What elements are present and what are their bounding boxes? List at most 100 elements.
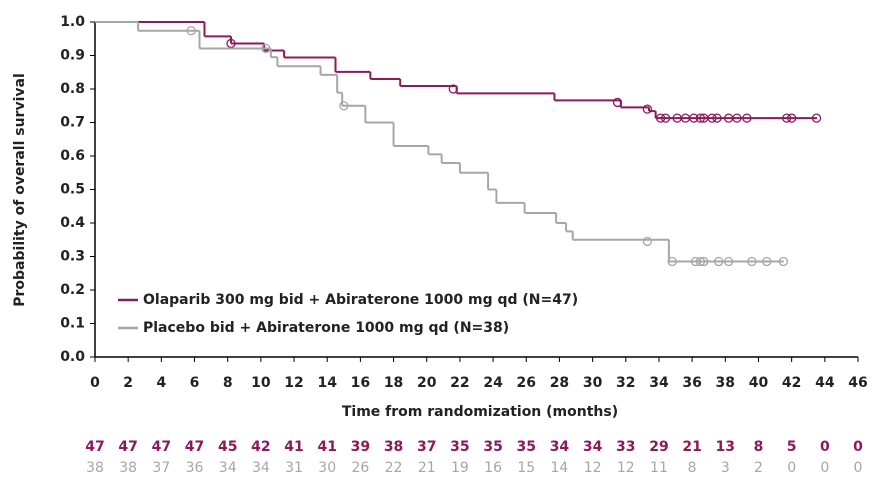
y-tick-label: 0.1 bbox=[60, 316, 85, 332]
censor-mark bbox=[642, 104, 652, 114]
x-tick-label: 8 bbox=[223, 375, 233, 391]
x-tick-label: 2 bbox=[123, 375, 133, 391]
at-risk-count: 13 bbox=[716, 439, 735, 455]
x-tick-label: 18 bbox=[384, 375, 403, 391]
at-risk-count: 15 bbox=[517, 460, 535, 476]
censor-mark bbox=[655, 113, 666, 123]
x-tick-label: 24 bbox=[483, 375, 503, 391]
x-tick-label: 26 bbox=[517, 375, 536, 391]
censor-mark bbox=[723, 256, 734, 267]
at-risk-count: 33 bbox=[616, 439, 635, 455]
at-risk-count: 35 bbox=[450, 439, 469, 455]
at-risk-count: 47 bbox=[185, 439, 204, 455]
at-risk-count: 42 bbox=[251, 439, 270, 455]
censor-mark bbox=[811, 113, 822, 123]
censor-mark bbox=[742, 113, 752, 123]
at-risk-count: 12 bbox=[617, 460, 635, 476]
at-risk-count: 41 bbox=[284, 439, 303, 455]
censor-mark bbox=[699, 256, 709, 267]
censor-mark bbox=[612, 97, 623, 108]
x-tick-label: 14 bbox=[317, 375, 337, 391]
at-risk-count: 34 bbox=[583, 439, 603, 455]
x-tick-label: 44 bbox=[815, 375, 835, 391]
at-risk-count: 29 bbox=[649, 439, 668, 455]
x-tick-label: 20 bbox=[417, 375, 437, 391]
censor-mark bbox=[762, 256, 772, 267]
at-risk-count: 0 bbox=[820, 460, 829, 476]
at-risk-count: 47 bbox=[118, 439, 137, 455]
x-tick-label: 12 bbox=[284, 375, 303, 391]
censor-mark bbox=[707, 113, 717, 123]
at-risk-count: 47 bbox=[152, 439, 171, 455]
at-risk-count: 37 bbox=[417, 439, 436, 455]
x-axis-label: Time from randomization (months) bbox=[342, 404, 618, 420]
censor-mark bbox=[747, 256, 757, 267]
censor-mark bbox=[448, 84, 458, 94]
at-risk-count: 34 bbox=[219, 460, 237, 476]
x-tick-label: 0 bbox=[90, 375, 100, 391]
y-tick-label: 0.2 bbox=[60, 282, 85, 298]
censor-mark bbox=[186, 26, 196, 36]
at-risk-count: 34 bbox=[550, 439, 570, 455]
at-risk-count: 3 bbox=[721, 460, 730, 476]
y-axis-label: Probability of overall survival bbox=[12, 73, 28, 307]
x-tick-label: 34 bbox=[649, 375, 669, 391]
at-risk-count: 31 bbox=[285, 460, 303, 476]
x-tick-label: 28 bbox=[550, 375, 569, 391]
at-risk-count: 22 bbox=[385, 460, 403, 476]
y-tick-label: 0.6 bbox=[60, 148, 85, 164]
censor-mark bbox=[689, 113, 699, 123]
at-risk-count: 21 bbox=[418, 460, 436, 476]
y-tick-label: 0.5 bbox=[60, 182, 85, 198]
at-risk-count: 47 bbox=[85, 439, 104, 455]
at-risk-count: 35 bbox=[517, 439, 536, 455]
y-tick-label: 0.4 bbox=[60, 215, 85, 231]
at-risk-count: 11 bbox=[650, 460, 668, 476]
x-tick-label: 10 bbox=[251, 375, 271, 391]
at-risk-count: 0 bbox=[853, 439, 863, 455]
at-risk-count: 21 bbox=[682, 439, 701, 455]
at-risk-count: 35 bbox=[483, 439, 502, 455]
at-risk-count: 0 bbox=[820, 439, 830, 455]
at-risk-count: 30 bbox=[318, 460, 336, 476]
x-tick-label: 40 bbox=[749, 375, 769, 391]
censor-mark bbox=[695, 113, 706, 123]
censor-mark bbox=[787, 113, 797, 123]
censor-mark bbox=[642, 236, 652, 247]
at-risk-count: 39 bbox=[351, 439, 370, 455]
y-tick-label: 0.8 bbox=[60, 81, 85, 97]
censor-mark bbox=[660, 113, 671, 123]
legend-label: Placebo bid + Abiraterone 1000 mg qd (N=… bbox=[143, 320, 509, 336]
at-risk-count: 5 bbox=[787, 439, 797, 455]
x-tick-label: 46 bbox=[848, 375, 867, 391]
at-risk-count: 37 bbox=[152, 460, 170, 476]
at-risk-count: 2 bbox=[754, 460, 763, 476]
x-tick-label: 6 bbox=[190, 375, 200, 391]
y-tick-label: 0.3 bbox=[60, 249, 85, 265]
at-risk-count: 14 bbox=[551, 460, 569, 476]
y-tick-label: 0.9 bbox=[60, 48, 85, 64]
at-risk-count: 12 bbox=[584, 460, 602, 476]
censor-mark bbox=[778, 256, 789, 267]
at-risk-count: 38 bbox=[86, 460, 104, 476]
at-risk-count: 45 bbox=[218, 439, 237, 455]
censor-mark bbox=[667, 256, 677, 267]
at-risk-count: 0 bbox=[854, 460, 863, 476]
at-risk-count: 36 bbox=[186, 460, 204, 476]
censor-mark bbox=[732, 113, 742, 123]
x-tick-label: 22 bbox=[450, 375, 469, 391]
x-tick-label: 16 bbox=[351, 375, 370, 391]
y-tick-label: 1.0 bbox=[60, 14, 85, 30]
at-risk-count: 8 bbox=[754, 439, 764, 455]
censor-mark bbox=[782, 113, 792, 123]
at-risk-count: 41 bbox=[317, 439, 336, 455]
at-risk-count: 0 bbox=[787, 460, 796, 476]
censor-mark bbox=[226, 38, 236, 49]
censor-mark bbox=[339, 101, 349, 111]
x-tick-label: 38 bbox=[716, 375, 735, 391]
legend-label: Olaparib 300 mg bid + Abiraterone 1000 m… bbox=[143, 292, 578, 308]
censor-mark bbox=[695, 256, 706, 267]
x-tick-label: 42 bbox=[782, 375, 801, 391]
y-tick-label: 0.0 bbox=[60, 349, 85, 365]
